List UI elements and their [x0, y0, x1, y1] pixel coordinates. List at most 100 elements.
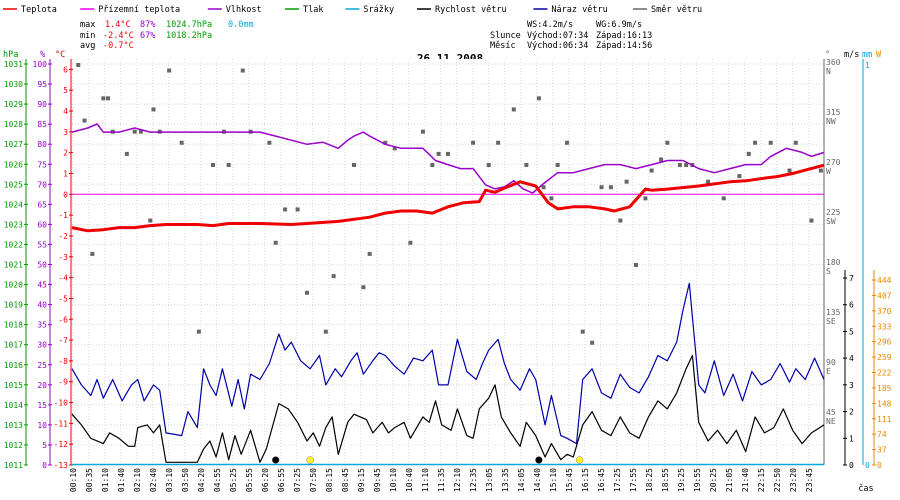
percent-tick-label: 85 — [37, 120, 47, 129]
stats-avg-label: avg — [80, 41, 95, 51]
percent-tick-label: 50 — [37, 261, 47, 270]
percent-tick-label: 20 — [37, 381, 47, 390]
wind-direction-point — [746, 151, 751, 156]
percent-tick-label: 90 — [37, 100, 47, 109]
x-tick-label: 08:15 — [325, 468, 334, 492]
hpa-tick-label: 1031 — [4, 60, 23, 69]
x-axis-label: čas — [858, 483, 873, 494]
wind-direction-point — [283, 207, 288, 212]
sun-rise: Východ:07:34 — [527, 31, 588, 41]
hpa-tick-label: 1028 — [4, 120, 23, 129]
wind-direction-point — [124, 151, 129, 156]
direction-tick-degrees: 45 — [826, 408, 836, 417]
x-tick-label: 05:55 — [245, 468, 254, 492]
wind-direction-point — [665, 140, 670, 145]
wind-direction-point — [659, 157, 664, 162]
wind-direction-point — [90, 251, 95, 256]
celsius-tick-label: -8 — [58, 357, 68, 366]
wind-direction-point — [352, 163, 356, 167]
x-tick-label: 14:40 — [533, 468, 542, 492]
watt-tick-label: 370 — [877, 307, 892, 316]
hpa-tick-label: 1019 — [4, 301, 23, 310]
wind-direction-point — [706, 179, 711, 184]
wind-gust-line — [71, 282, 825, 445]
x-tick-label: 05:25 — [229, 468, 238, 492]
celsius-tick-label: -5 — [58, 294, 68, 303]
wind-direction-point — [361, 285, 366, 290]
wind-speed-summary: WS:4.2m/s — [527, 20, 573, 30]
wind-direction-point — [305, 290, 309, 295]
wind-direction-point — [624, 179, 629, 184]
x-tick-label: 07:50 — [309, 468, 318, 492]
x-tick-label: 00:10 — [69, 468, 78, 492]
celsius-tick-label: 5 — [63, 86, 68, 95]
legend-label: Přízemní teplota — [98, 5, 180, 15]
x-tick-label: 21:40 — [741, 468, 750, 492]
wind-direction-point — [211, 163, 215, 167]
ms-tick-label: 6 — [849, 301, 854, 310]
wind-direction-point — [793, 140, 798, 145]
celsius-tick-label: -12 — [54, 440, 69, 449]
legend-label: Směr větru — [651, 5, 702, 15]
percent-tick-label: 10 — [37, 421, 47, 430]
x-tick-label: 12:35 — [469, 468, 478, 492]
watt-unit-label: W — [876, 50, 882, 60]
x-tick-label: 01:10 — [101, 468, 110, 492]
direction-tick-compass: W — [826, 167, 831, 176]
wind-direction-point — [196, 329, 201, 334]
wind-direction-point — [436, 151, 441, 156]
plot-background — [72, 59, 824, 465]
percent-tick-label: 70 — [37, 180, 47, 189]
hpa-tick-label: 1023 — [4, 220, 23, 229]
celsius-tick-label: -4 — [58, 274, 68, 283]
direction-tick-degrees: 270 — [826, 158, 841, 167]
wind-direction-point — [486, 163, 491, 167]
moon_set-marker — [535, 456, 543, 464]
x-tick-label: 04:55 — [213, 468, 222, 492]
x-tick-label: 18:55 — [661, 468, 670, 492]
x-tick-label: 23:45 — [805, 468, 814, 492]
x-tick-label: 13:05 — [485, 468, 494, 492]
celsius-tick-label: -9 — [58, 378, 68, 387]
x-tick-label: 13:35 — [501, 468, 510, 492]
plot-area — [71, 63, 825, 466]
x-tick-label: 10:40 — [405, 468, 414, 492]
x-tick-label: 11:10 — [421, 468, 430, 492]
wind-direction-point — [331, 274, 336, 279]
direction-tick-degrees: 135 — [826, 308, 841, 317]
stats-max-pressure: 1024.7hPa — [166, 20, 212, 30]
wind-direction-point — [541, 185, 546, 190]
wind-direction-point — [590, 340, 595, 345]
wind-direction-point — [643, 196, 648, 201]
direction-tick-degrees: 225 — [826, 208, 841, 217]
grid — [72, 59, 824, 466]
x-tick-label: 19:55 — [693, 468, 702, 492]
percent-tick-label: 95 — [37, 80, 47, 89]
x-tick-label: 18:25 — [645, 468, 654, 492]
x-tick-label: 10:10 — [389, 468, 398, 492]
mm-tick-label: 1 — [865, 61, 870, 70]
hpa-tick-label: 1016 — [4, 361, 23, 370]
stats-min-humidity: 67% — [140, 31, 155, 41]
percent-tick-label: 75 — [37, 160, 47, 169]
hpa-tick-label: 1012 — [4, 441, 23, 450]
wind-direction-point — [634, 263, 638, 267]
watt-tick-label: 259 — [877, 353, 892, 362]
direction-tick-compass: N — [826, 67, 831, 76]
wind-direction-point — [599, 185, 604, 190]
wind-direction-point — [649, 168, 654, 173]
percent-unit-label: % — [40, 50, 45, 60]
watt-tick-label: 222 — [877, 369, 892, 378]
hpa-tick-label: 1020 — [4, 281, 23, 290]
x-tick-label: 16:45 — [597, 468, 606, 492]
ms-unit-label: m/s — [844, 50, 859, 60]
legend-label: Rychlost větru — [435, 5, 507, 15]
watt-tick-label: 0 — [877, 461, 882, 470]
direction-tick-compass: E — [826, 367, 831, 376]
wind-direction-point — [536, 96, 541, 101]
celsius-tick-label: 6 — [63, 65, 68, 74]
hpa-tick-label: 1018 — [4, 321, 23, 330]
hpa-tick-label: 1024 — [4, 200, 23, 209]
moon-set: Západ:14:56 — [596, 41, 652, 51]
stats-min-temp: -2.4°C — [103, 31, 134, 41]
